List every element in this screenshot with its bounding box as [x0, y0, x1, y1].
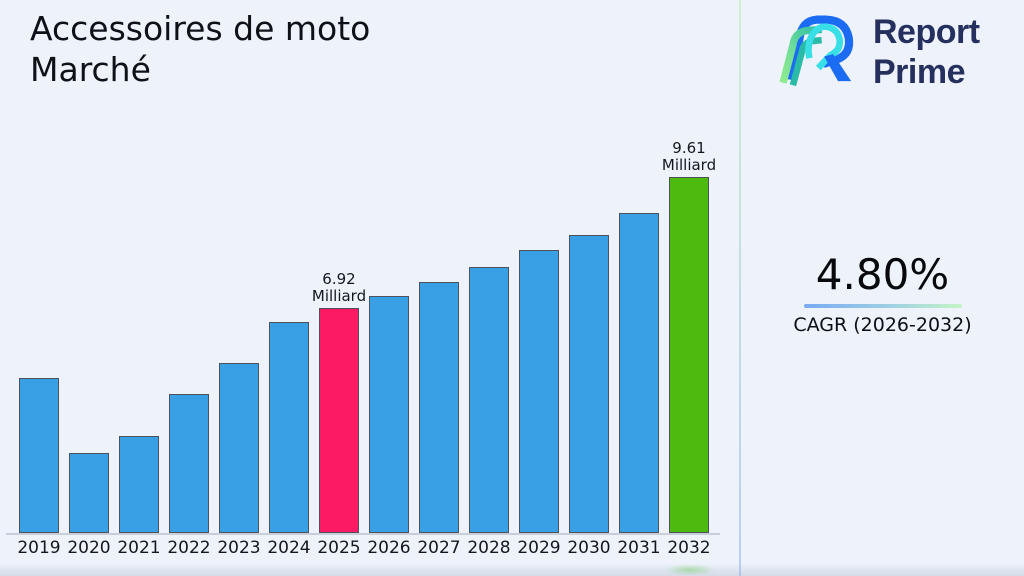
bar-2032 [669, 177, 709, 533]
value-label-2032: 9.61 Milliard [661, 139, 717, 174]
x-axis-line [6, 533, 720, 535]
x-tick-2025: 2025 [317, 538, 361, 558]
report-prime-logo: Report Prime [779, 8, 980, 92]
report-prime-logo-text: Report Prime [873, 12, 980, 92]
cagr-underline [803, 304, 962, 308]
logo-word-report: Report [873, 13, 980, 51]
bar-2021 [119, 436, 159, 533]
x-tick-2019: 2019 [17, 538, 61, 558]
bar-2019 [19, 378, 59, 533]
x-tick-2026: 2026 [367, 538, 411, 558]
bar-2020 [69, 453, 109, 533]
bar-2030 [569, 235, 609, 533]
x-tick-2027: 2027 [417, 538, 461, 558]
vertical-divider [739, 0, 741, 576]
right-panel: Report Prime 4.80% CAGR (2026-2032) [741, 0, 1024, 576]
bar-2028 [469, 267, 509, 533]
x-tick-2021: 2021 [117, 538, 161, 558]
x-tick-2024: 2024 [267, 538, 311, 558]
cagr-block: 4.80% CAGR (2026-2032) [741, 250, 1024, 336]
logo-word-prime: Prime [873, 53, 965, 91]
cagr-value: 4.80% [815, 250, 950, 299]
bar-2027 [419, 282, 459, 533]
x-tick-2029: 2029 [517, 538, 561, 558]
bar-2031 [619, 213, 659, 533]
x-tick-2031: 2031 [617, 538, 661, 558]
bar-2023 [219, 363, 259, 533]
x-tick-2023: 2023 [217, 538, 261, 558]
value-label-2025: 6.92 Milliard [311, 270, 367, 305]
x-tick-2032: 2032 [667, 538, 711, 558]
page-title: Accessoires de moto Marché [30, 8, 370, 90]
bar-2026 [369, 296, 409, 533]
cagr-label: CAGR (2026-2032) [793, 314, 972, 336]
bar-2029 [519, 250, 559, 533]
report-prime-logo-icon [779, 15, 854, 87]
x-tick-2020: 2020 [67, 538, 111, 558]
x-tick-2022: 2022 [167, 538, 211, 558]
bar-2022 [169, 394, 209, 533]
bar-2024 [269, 322, 309, 533]
page-title-line2: Marché [30, 50, 151, 89]
bar-chart: 2019 2020 2021 2022 2023 2024 2025 2026 2027 2028… [6, 139, 720, 558]
bar-2025 [319, 308, 359, 533]
page-title-line1: Accessoires de moto [30, 9, 371, 48]
x-tick-2028: 2028 [467, 538, 511, 558]
x-tick-2030: 2030 [567, 538, 611, 558]
